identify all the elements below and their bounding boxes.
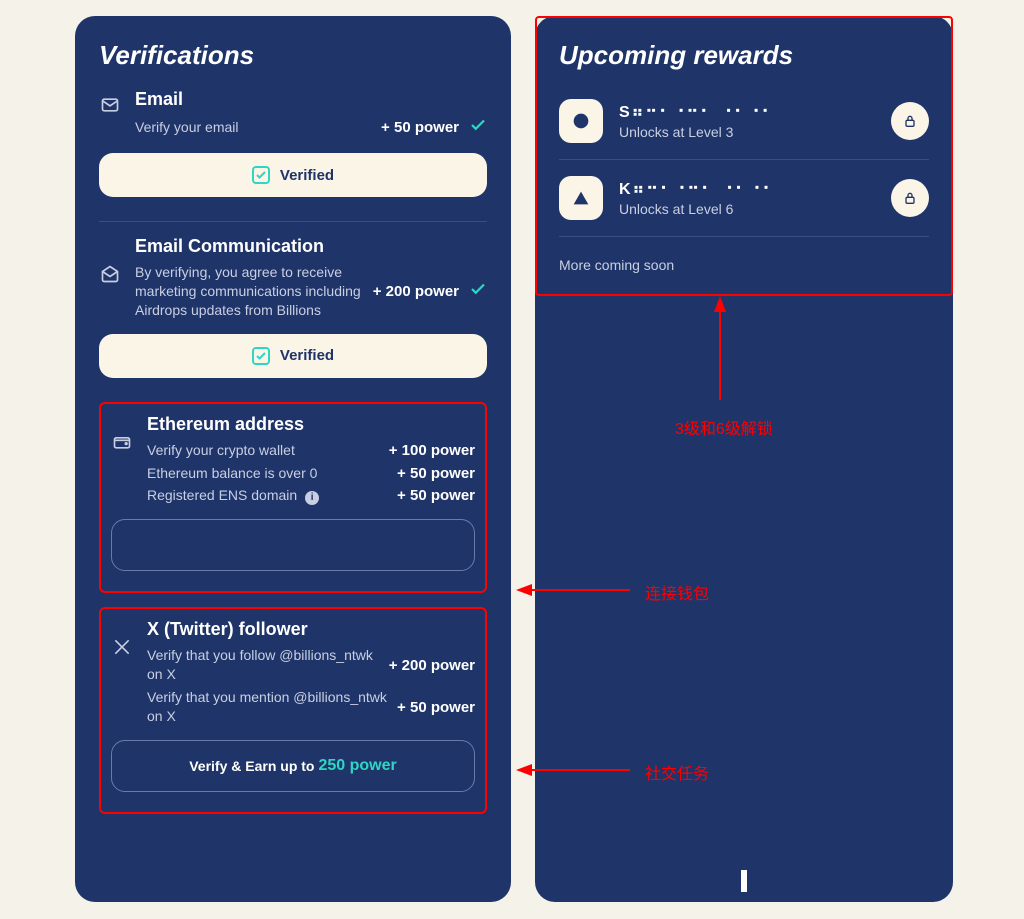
tw-row-0-reward: + 200 power [389,657,475,674]
eth-title: Ethereum address [147,414,475,435]
eth-row-0-desc: Verify your crypto wallet [147,441,379,460]
rewards-title: Upcoming rewards [559,40,929,71]
wallet-icon [111,414,133,452]
checkbox-icon [252,347,270,365]
mail-icon [99,89,121,115]
divider [99,221,487,222]
verification-twitter: X (Twitter) follower Verify that you fol… [111,619,475,802]
eth-row-1-reward: + 50 power [397,465,475,482]
eth-row-2-desc: Registered ENS domain i [147,486,387,505]
connect-wallet-button[interactable] [111,519,475,571]
divider [559,236,929,237]
tw-row-1-desc: Verify that you mention @billions_ntwk o… [147,688,387,726]
eth-row-1-desc: Ethereum balance is over 0 [147,464,387,483]
email-desc: Verify your email [135,118,371,137]
lock-icon [891,179,929,217]
annotation-box-twitter: X (Twitter) follower Verify that you fol… [99,607,487,814]
twitter-cta-prefix: Verify & Earn up to [189,758,314,774]
email-comm-title: Email Communication [135,236,487,257]
annotation-box-ethereum: Ethereum address Verify your crypto wall… [99,402,487,594]
email-comm-reward: + 200 power [373,283,459,300]
reward-item-0[interactable]: S⠶⠒⠂⠐⠒⠂ ⠐⠂⠐⠂ Unlocks at Level 3 [559,89,929,153]
email-title: Email [135,89,487,110]
eth-row-2-reward: + 50 power [397,487,475,504]
tw-row-1-reward: + 50 power [397,699,475,716]
reward-item-1[interactable]: K⠶⠒⠂⠐⠒⠂ ⠐⠂⠐⠂ Unlocks at Level 6 [559,166,929,230]
reward-1-sub: Unlocks at Level 6 [619,201,875,217]
email-reward: + 50 power [381,119,459,136]
mail-open-icon [99,236,121,284]
verified-button[interactable]: Verified [99,153,487,197]
verified-label: Verified [280,167,334,184]
rewards-panel: Upcoming rewards S⠶⠒⠂⠐⠒⠂ ⠐⠂⠐⠂ Unlocks at… [535,16,953,902]
lock-icon [891,102,929,140]
reward-circle-icon [559,99,603,143]
verified-label: Verified [280,347,334,364]
reward-0-title: S⠶⠒⠂⠐⠒⠂ ⠐⠂⠐⠂ [619,102,875,122]
info-icon[interactable]: i [305,491,319,505]
twitter-cta-accent: 250 power [318,757,396,775]
tw-row-0-desc: Verify that you follow @billions_ntwk on… [147,646,379,684]
verifications-panel: Verifications Email Verify your email + … [75,16,511,902]
divider [559,159,929,160]
verification-ethereum: Ethereum address Verify your crypto wall… [111,414,475,582]
twitter-title: X (Twitter) follower [147,619,475,640]
verifications-title: Verifications [99,40,487,71]
verified-button[interactable]: Verified [99,334,487,378]
verify-twitter-button[interactable]: Verify & Earn up to 250 power [111,740,475,792]
reward-1-title: K⠶⠒⠂⠐⠒⠂ ⠐⠂⠐⠂ [619,179,875,199]
x-twitter-icon [111,619,133,657]
checkbox-icon [252,166,270,184]
check-icon [469,280,487,303]
email-comm-desc: By verifying, you agree to receive marke… [135,263,363,320]
eth-row-0-reward: + 100 power [389,442,475,459]
verification-email: Email Verify your email + 50 power Verif… [99,89,487,207]
reward-triangle-icon [559,176,603,220]
check-icon [469,116,487,139]
reward-0-sub: Unlocks at Level 3 [619,124,875,140]
text-cursor [741,870,747,892]
verification-email-comm: Email Communication By verifying, you ag… [99,236,487,388]
more-coming-soon: More coming soon [559,257,929,273]
